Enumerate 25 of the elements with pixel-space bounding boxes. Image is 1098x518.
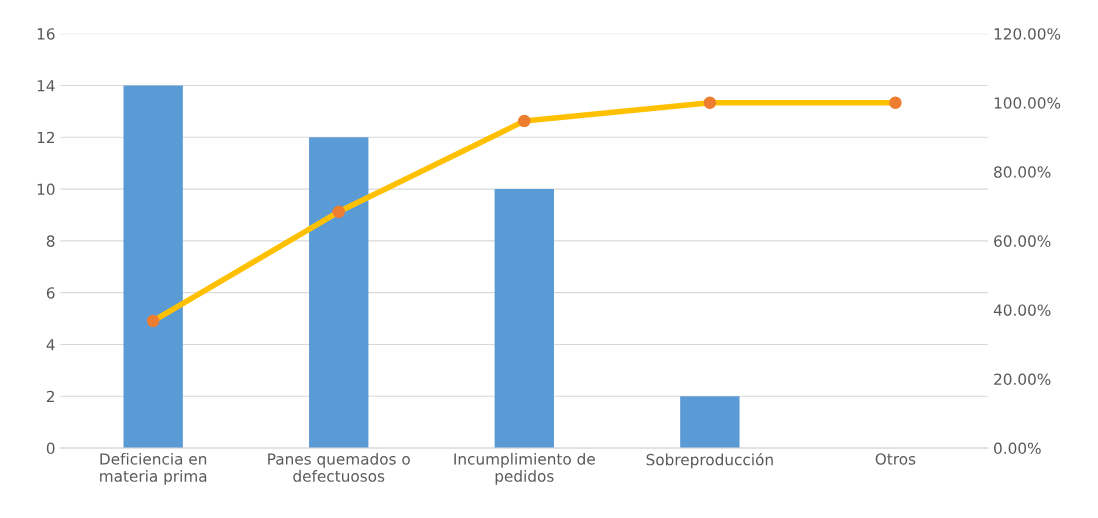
x-tick-label: Sobreproducción [646,452,773,469]
y-tick-label: 8 [46,235,55,247]
y2-tick-label: 80.00% [994,166,1051,178]
y2-tick-label: 0.00% [994,442,1041,455]
y-tick-label: 16 [37,28,55,40]
x-tick-label: Panes quemados o defectuosos [268,452,410,482]
y-tick-label: 0 [46,442,55,455]
bar [494,189,554,449]
y-tick-label: 2 [46,390,54,403]
y-tick-label: 4 [46,339,55,351]
bar [123,85,183,449]
y2-tick-label: 120.00% [994,28,1061,40]
x-tick-label: Deficiencia en materia prima [100,452,207,485]
bar [309,137,369,449]
y2-tick-label: 60.00% [994,235,1051,247]
y-tick-label: 10 [37,183,55,196]
y2-tick-label: 100.00% [994,97,1061,109]
x-tick-label: Incumplimiento de pedidos [454,452,595,485]
y-tick-label: 12 [37,131,54,144]
y2-tick-label: 40.00% [993,304,1051,316]
y-tick-label: 14 [37,80,55,92]
y-tick-label: 6 [46,287,55,299]
bar [680,396,740,449]
x-tick-label: Otros [875,453,916,465]
y2-tick-label: 20.00% [994,373,1051,386]
